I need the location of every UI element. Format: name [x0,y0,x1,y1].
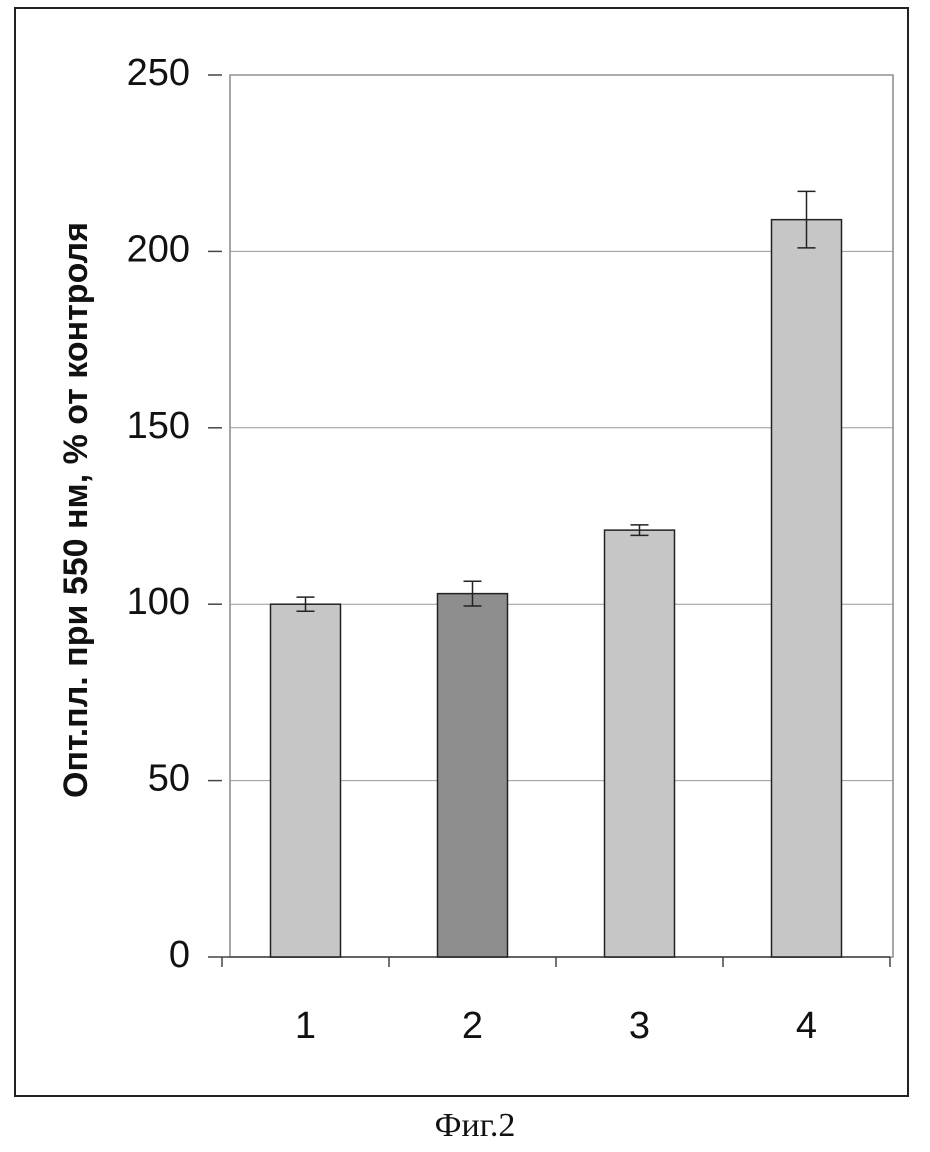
x-tick-label: 3 [629,1005,650,1047]
bar [772,220,842,957]
bar [605,530,675,957]
bar [438,594,508,957]
bar [271,604,341,957]
x-tick-label: 4 [796,1005,817,1047]
x-tick-label: 1 [295,1005,316,1047]
chart: Опт.пл. при 550 нм, % от контроля Фиг.2 … [0,0,930,1152]
caption: Фиг.2 [435,1107,516,1144]
y-axis-label: Опт.пл. при 550 нм, % от контроля [57,222,95,798]
x-tick-label: 2 [462,1005,483,1047]
y-tick-label: 150 [127,405,190,447]
y-tick-label: 100 [127,581,190,623]
y-tick-label: 0 [169,934,190,976]
y-tick-label: 50 [148,758,190,800]
y-tick-label: 200 [127,228,190,270]
y-tick-label: 250 [127,52,190,94]
